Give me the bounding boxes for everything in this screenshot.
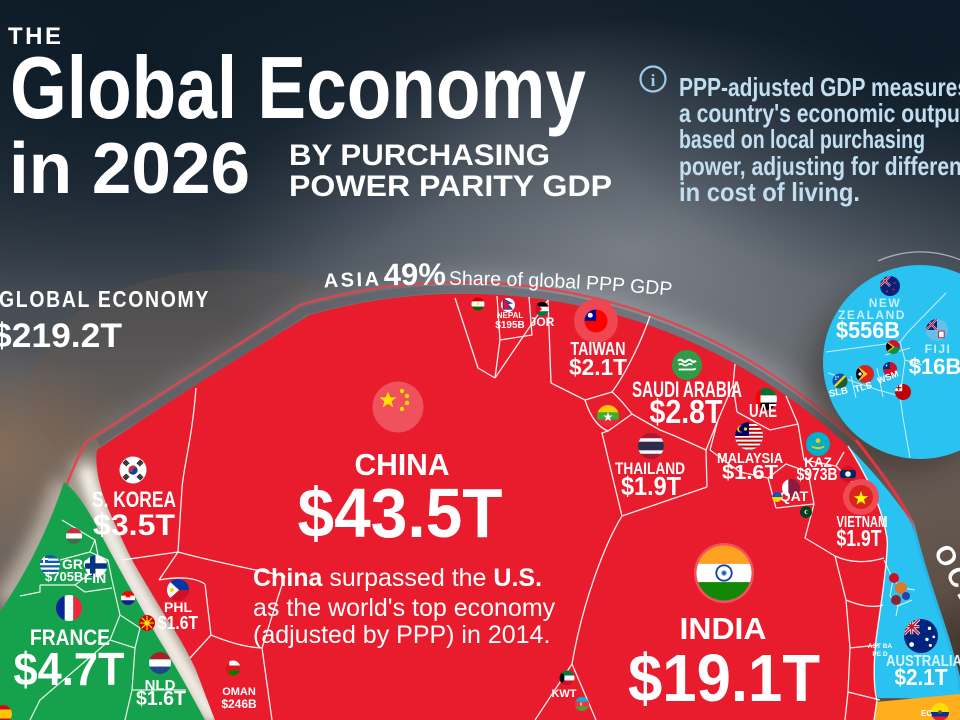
svg-text:$246B: $246B [221, 697, 257, 711]
svg-text:S. KOREA: S. KOREA [92, 487, 176, 512]
svg-text:THAILAND: THAILAND [615, 460, 685, 478]
svg-text:$195B: $195B [495, 320, 524, 331]
svg-text:MALAYSIA: MALAYSIA [717, 450, 783, 467]
svg-text:$3.5T: $3.5T [93, 509, 175, 542]
svg-text:$1.9T: $1.9T [621, 471, 681, 501]
svg-text:NEW: NEW [869, 296, 902, 310]
svg-text:VIETNAM: VIETNAM [837, 514, 888, 531]
svg-text:PPP-adjusted GDP measures: PPP-adjusted GDP measures [679, 72, 960, 102]
svg-text:Global Economy: Global Economy [10, 38, 586, 137]
svg-text:in 2026: in 2026 [9, 129, 250, 209]
svg-text:$705B: $705B [45, 569, 83, 584]
svg-text:in cost of living.: in cost of living. [679, 177, 860, 207]
svg-text:UAE: UAE [749, 401, 777, 421]
svg-text:FIN: FIN [84, 570, 107, 586]
svg-text:POWER PARITY GDP: POWER PARITY GDP [289, 170, 612, 203]
svg-text:China surpassed the U.S.: China surpassed the U.S. [253, 564, 542, 592]
svg-text:$4.7T: $4.7T [14, 643, 125, 695]
svg-text:i: i [651, 71, 656, 90]
svg-text:BY PURCHASING: BY PURCHASING [289, 139, 550, 172]
svg-text:PE D: PE D [872, 651, 887, 658]
svg-text:ZEALAND: ZEALAND [838, 308, 906, 322]
svg-text:49%: 49% [383, 257, 446, 293]
svg-text:$1.9T: $1.9T [837, 525, 882, 551]
svg-text:JOR: JOR [530, 315, 555, 329]
svg-text:KWT: KWT [551, 688, 576, 700]
svg-text:$219.2T: $219.2T [0, 317, 122, 355]
svg-text:(adjusted by PPP) in 2014.: (adjusted by PPP) in 2014. [253, 621, 550, 649]
svg-text:AST BA: AST BA [868, 643, 893, 650]
svg-text:SAUDI ARABIA: SAUDI ARABIA [632, 377, 742, 402]
svg-text:INDIA: INDIA [680, 611, 767, 646]
svg-text:as the world's top economy: as the world's top economy [253, 594, 556, 622]
svg-text:EC: EC [921, 709, 932, 718]
svg-text:GLOBAL ECONOMY: GLOBAL ECONOMY [0, 286, 210, 312]
svg-text:NLD: NLD [145, 677, 176, 694]
svg-text:FRANCE: FRANCE [30, 625, 110, 650]
svg-text:SLB: SLB [828, 385, 849, 400]
svg-text:$16B: $16B [909, 354, 960, 379]
svg-text:$43.5T: $43.5T [298, 474, 503, 552]
svg-text:$1.6T: $1.6T [722, 462, 778, 484]
svg-text:$19.1T: $19.1T [628, 641, 820, 716]
svg-text:$2.1T: $2.1T [895, 664, 949, 690]
svg-text:a country's economic output: a country's economic output [679, 98, 960, 128]
svg-text:TAIWAN: TAIWAN [571, 339, 626, 359]
svg-text:NEPAL: NEPAL [497, 311, 524, 320]
svg-text:$1.6T: $1.6T [136, 688, 186, 710]
svg-text:$556B: $556B [836, 317, 900, 343]
svg-text:QAT: QAT [780, 488, 809, 504]
svg-text:PHL: PHL [164, 599, 192, 615]
svg-text:FIJI: FIJI [925, 342, 952, 356]
svg-text:power, adjusting for differenc: power, adjusting for differences [679, 151, 960, 181]
svg-text:based on local purchasing: based on local purchasing [679, 124, 925, 154]
svg-text:$2.1T: $2.1T [569, 354, 627, 380]
svg-text:KAZ: KAZ [804, 455, 832, 470]
svg-text:OMAN: OMAN [222, 686, 256, 698]
svg-text:ASIA: ASIA [323, 268, 382, 292]
svg-text:THE: THE [8, 23, 64, 50]
svg-text:$2.8T: $2.8T [650, 393, 723, 430]
svg-text:TLS: TLS [853, 380, 873, 395]
svg-text:CHINA: CHINA [355, 447, 450, 482]
svg-text:$973B: $973B [797, 464, 838, 484]
svg-text:AUSTRALIA: AUSTRALIA [886, 653, 960, 670]
svg-text:$1.6T: $1.6T [158, 613, 198, 633]
